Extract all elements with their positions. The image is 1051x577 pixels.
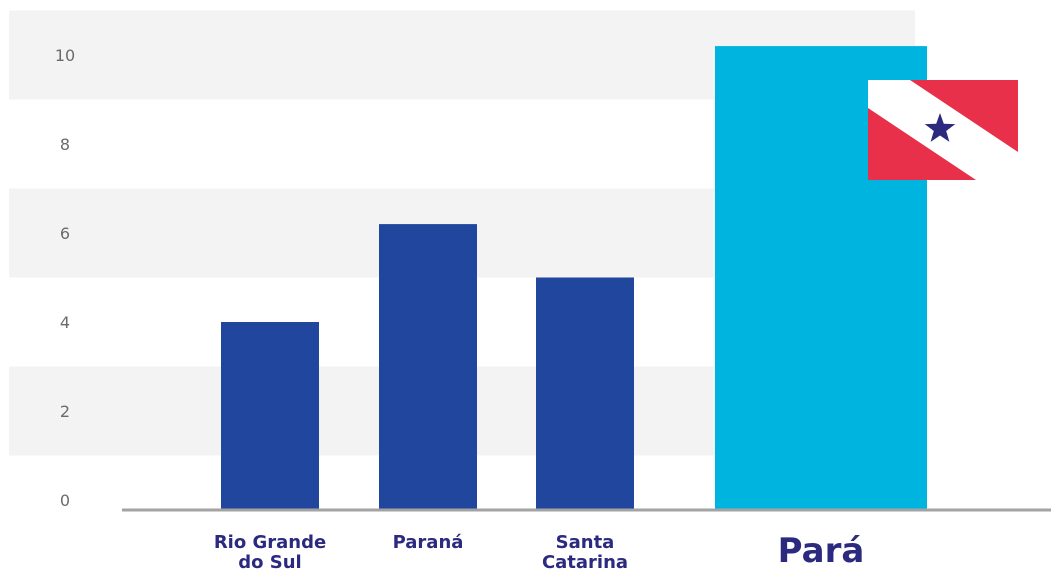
y-tick-label: 8 <box>60 135 70 154</box>
y-tick-label: 0 <box>60 491 70 510</box>
y-axis-ticks: 0 2 4 6 8 10 <box>55 46 75 510</box>
bar <box>536 277 634 510</box>
y-tick-label: 10 <box>55 46 75 65</box>
x-tick-label: Rio Grande do Sul <box>214 532 326 573</box>
y-tick-label: 6 <box>60 224 70 243</box>
x-axis-labels: Rio Grande do Sul Paraná Santa Catarina Pará <box>214 531 865 573</box>
x-tick-label: Pará <box>778 531 865 571</box>
star-icon <box>924 113 956 142</box>
y-tick-label: 4 <box>60 313 70 332</box>
x-tick-label: Paraná <box>393 532 464 553</box>
bars <box>221 46 927 510</box>
para-state-flag-icon <box>868 80 1018 180</box>
bar <box>221 322 319 510</box>
x-tick-label: Santa Catarina <box>542 532 628 573</box>
y-tick-label: 2 <box>60 402 70 421</box>
bar <box>379 224 477 510</box>
